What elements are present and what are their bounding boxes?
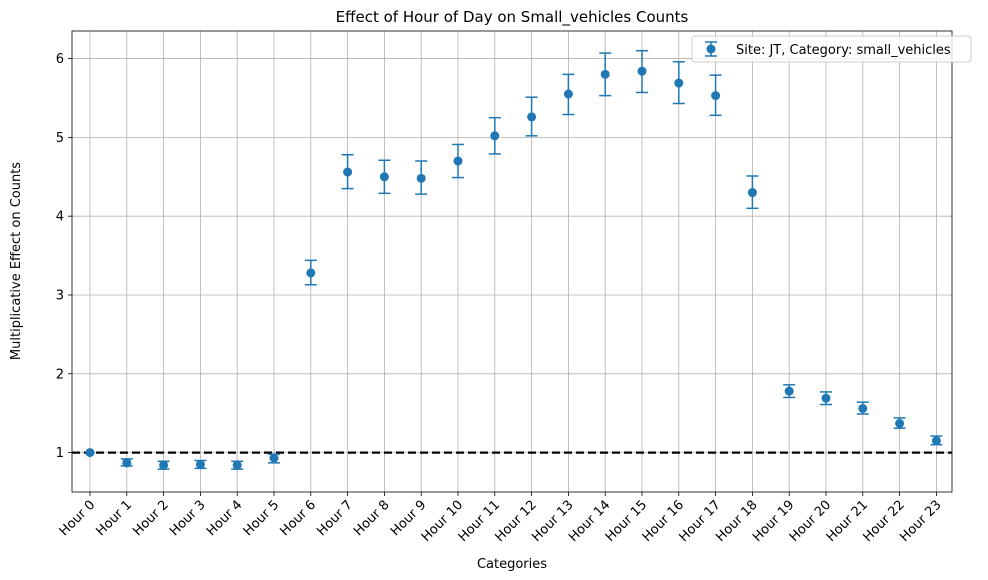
data-series — [85, 49, 943, 470]
legend-box — [691, 35, 972, 63]
data-point — [416, 173, 426, 183]
data-point — [563, 89, 573, 99]
data-point — [931, 436, 941, 446]
data-point — [379, 172, 389, 182]
data-point — [306, 268, 316, 278]
x-axis-title: Categories — [477, 557, 547, 572]
data-point — [600, 69, 610, 79]
data-point — [637, 66, 647, 76]
data-point — [159, 460, 169, 470]
data-point — [453, 156, 463, 166]
data-point — [343, 167, 353, 177]
y-tick-label: 2 — [56, 367, 64, 382]
legend-label: Site: JT, Category: small_vehicles — [736, 43, 951, 58]
data-point — [527, 112, 537, 122]
y-tick-label: 1 — [56, 446, 64, 461]
data-point — [747, 188, 757, 198]
grid-lines — [72, 31, 952, 492]
data-point — [711, 91, 721, 101]
data-point — [269, 453, 279, 463]
y-axis-title: Multiplicative Effect on Counts — [9, 162, 24, 360]
data-point — [858, 403, 868, 413]
data-point — [122, 458, 132, 468]
legend-marker-icon — [706, 44, 716, 54]
data-point — [821, 393, 831, 403]
y-tick-label: 3 — [56, 288, 64, 303]
y-tick-label: 5 — [56, 131, 64, 146]
y-tick-label: 4 — [56, 210, 64, 225]
data-point — [895, 418, 905, 428]
y-tick-label: 6 — [56, 52, 64, 67]
data-point — [232, 460, 242, 470]
y-axis: 1 2 3 4 5 6 — [56, 52, 72, 461]
plot-area-frame — [71, 30, 953, 493]
data-point — [490, 131, 500, 141]
data-point — [85, 448, 95, 458]
legend: Site: JT, Category: small_vehicles — [691, 35, 972, 63]
chart-title: Effect of Hour of Day on Small_vehicles … — [336, 8, 689, 27]
data-point — [784, 386, 794, 396]
data-point — [195, 459, 205, 469]
data-point — [674, 78, 684, 88]
